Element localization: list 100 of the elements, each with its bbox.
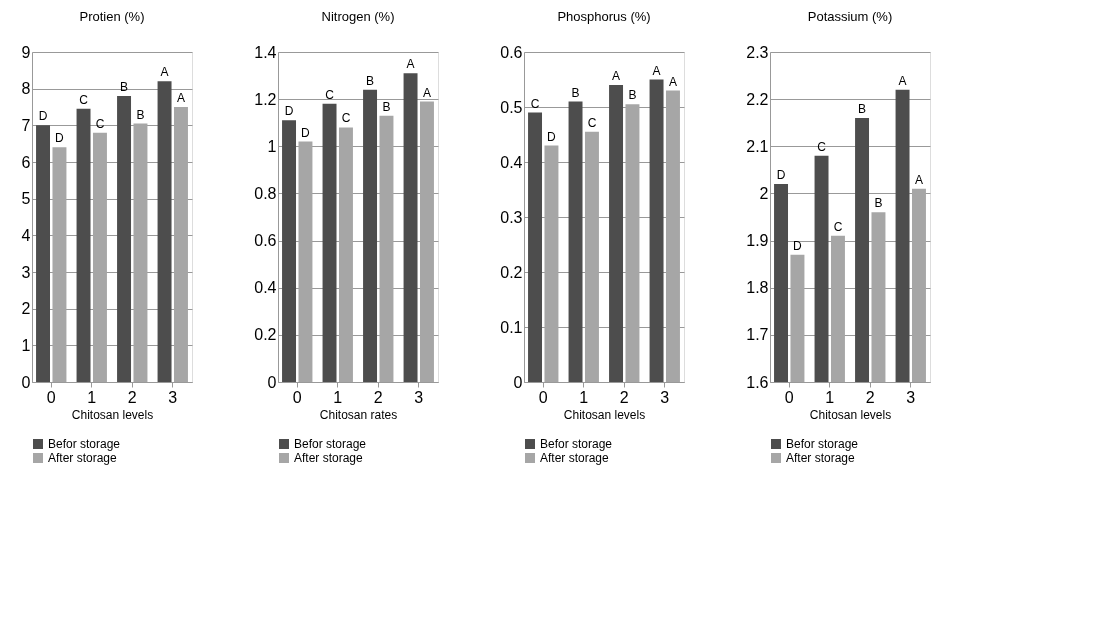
annotation: C — [817, 139, 827, 154]
bar — [584, 131, 599, 382]
x-axis-title: Chitosan rates — [319, 407, 398, 422]
annotation: C — [833, 219, 843, 234]
bar — [665, 90, 680, 382]
x-axis-title: Chitosan levels — [809, 407, 892, 422]
y-tick-label: 3 — [21, 263, 31, 281]
legend-label: After storage — [48, 451, 118, 465]
y-tick-label: 2 — [21, 300, 31, 318]
chart-title: Phosphorus (%) — [557, 9, 651, 24]
bar — [363, 89, 378, 382]
y-tick-label: 1.4 — [254, 43, 277, 61]
bar — [322, 103, 337, 382]
annotation: A — [914, 172, 923, 187]
x-tick-label: 2 — [865, 388, 875, 406]
x-tick-label: 1 — [579, 388, 589, 406]
bar — [52, 147, 67, 382]
bar — [528, 112, 543, 382]
bar — [609, 85, 624, 382]
bar — [76, 108, 91, 382]
annotation: B — [366, 73, 375, 88]
annotation: A — [406, 57, 415, 72]
y-tick-label: 0 — [513, 373, 523, 391]
y-tick-label: 0.4 — [254, 279, 277, 297]
bar — [133, 123, 148, 382]
chart-title: Nitrogen (%) — [321, 9, 395, 24]
y-tick-label: 1 — [21, 336, 31, 354]
y-tick-label: 2.3 — [746, 43, 769, 61]
annotation: B — [628, 88, 637, 103]
annotation: A — [898, 73, 907, 88]
bar — [173, 107, 188, 382]
bar — [379, 115, 394, 382]
annotation: D — [55, 131, 65, 146]
x-tick-label: 3 — [414, 388, 424, 406]
chart-title: Protien (%) — [79, 9, 145, 24]
annotation: D — [793, 238, 803, 253]
y-tick-label: 8 — [21, 80, 31, 98]
x-tick-label: 3 — [660, 388, 670, 406]
y-tick-label: 0.6 — [500, 43, 523, 61]
x-tick-label: 0 — [538, 388, 548, 406]
annotation: D — [284, 104, 294, 119]
y-tick-label: 0.2 — [254, 326, 277, 344]
annotation: D — [547, 129, 557, 144]
x-tick-label: 1 — [825, 388, 835, 406]
y-tick-label: 2 — [759, 184, 769, 202]
legend-label: Befor storage — [294, 437, 367, 451]
y-tick-label: 0.3 — [500, 208, 523, 226]
annotation: C — [341, 111, 351, 126]
x-tick-label: 3 — [906, 388, 916, 406]
annotation: C — [587, 115, 597, 130]
y-tick-label: 1 — [267, 137, 277, 155]
y-tick-label: 0.1 — [500, 318, 523, 336]
bar — [568, 101, 583, 382]
annotation: C — [79, 92, 89, 107]
bar — [92, 132, 107, 382]
legend-label: Befor storage — [540, 437, 613, 451]
legend-label: After storage — [294, 451, 364, 465]
annotation: A — [668, 74, 677, 89]
annotation: B — [571, 85, 580, 100]
y-tick-label: 0.5 — [500, 98, 523, 116]
y-tick-label: 0.6 — [254, 232, 277, 250]
y-tick-label: 1.8 — [746, 279, 769, 297]
y-tick-label: 0 — [21, 373, 31, 391]
x-tick-label: 1 — [87, 388, 97, 406]
x-tick-label: 0 — [292, 388, 302, 406]
bar — [419, 101, 434, 382]
x-tick-label: 2 — [373, 388, 383, 406]
x-tick-label: 2 — [127, 388, 137, 406]
bar — [625, 104, 640, 382]
annotation: B — [874, 196, 883, 211]
y-tick-label: 1.2 — [254, 90, 277, 108]
annotation: B — [120, 80, 129, 94]
y-tick-label: 1.7 — [746, 326, 769, 344]
y-tick-label: 1.9 — [746, 232, 769, 250]
annotation: D — [38, 109, 48, 124]
annotation: C — [325, 87, 335, 102]
legend-label: After storage — [786, 451, 856, 465]
bar — [544, 145, 559, 382]
annotation: B — [858, 102, 867, 116]
bar — [649, 79, 664, 382]
y-tick-label: 9 — [21, 43, 31, 61]
annotation: D — [301, 125, 311, 140]
y-tick-label: 0.8 — [254, 184, 277, 202]
annotation: D — [776, 168, 786, 182]
y-tick-label: 6 — [21, 153, 31, 171]
bar — [157, 81, 172, 382]
legend-label: After storage — [540, 451, 610, 465]
x-axis-title: Chitosan levels — [71, 407, 154, 422]
annotation: A — [422, 85, 431, 100]
y-tick-label: 5 — [21, 190, 31, 208]
chart-title: Potassium (%) — [807, 9, 893, 24]
y-tick-label: 7 — [21, 116, 31, 134]
bar — [403, 73, 418, 382]
y-tick-label: 2.1 — [746, 137, 769, 155]
bar — [117, 96, 132, 382]
y-tick-label: 0.4 — [500, 153, 523, 171]
annotation: A — [176, 91, 185, 105]
annotation: C — [95, 116, 105, 131]
legend-label: Befor storage — [786, 437, 859, 451]
bar — [36, 125, 51, 382]
